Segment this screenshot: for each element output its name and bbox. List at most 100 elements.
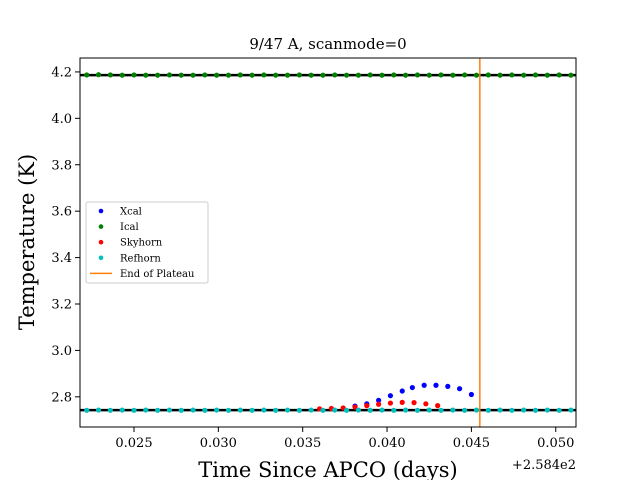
point-series-1-20 xyxy=(320,72,326,78)
point-series-0-8 xyxy=(445,383,451,389)
point-series-3-26 xyxy=(391,407,397,413)
y-tick-label-1: 3.0 xyxy=(51,344,72,359)
point-series-1-24 xyxy=(367,72,373,78)
point-series-3-4 xyxy=(131,407,137,413)
y-tick-label-7: 4.2 xyxy=(51,65,72,80)
x-tick-label-1: 0.030 xyxy=(200,436,237,451)
y-axis-label: Temperature (K) xyxy=(15,154,39,330)
point-series-3-10 xyxy=(202,407,208,413)
point-series-1-23 xyxy=(355,72,361,78)
legend-marker-1 xyxy=(98,224,104,229)
point-series-3-1 xyxy=(95,407,102,413)
point-series-1-14 xyxy=(249,72,255,78)
x-tick-label-2: 0.035 xyxy=(284,436,321,451)
x-axis-ticks: 0.025 0.030 0.035 0.040 0.045 0.050 xyxy=(115,427,574,451)
point-series-3-5 xyxy=(143,407,149,413)
point-series-1-13 xyxy=(237,72,243,78)
point-series-1-11 xyxy=(214,72,220,78)
point-series-1-3 xyxy=(119,72,125,78)
point-series-1-0 xyxy=(84,72,90,78)
point-series-1-19 xyxy=(308,72,314,78)
point-series-0-5 xyxy=(409,384,415,391)
point-series-1-33 xyxy=(473,72,480,78)
y-axis-ticks: 2.8 3.0 3.2 3.4 3.6 3.8 4.0 4.2 xyxy=(51,65,80,405)
point-series-3-28 xyxy=(414,407,421,413)
baselines xyxy=(80,73,576,412)
point-series-1-30 xyxy=(438,72,444,78)
point-series-3-31 xyxy=(450,407,456,413)
legend-label-0: Xcal xyxy=(120,207,142,218)
x-axis-label: Time Since APCO (days) xyxy=(198,458,457,480)
point-series-3-29 xyxy=(426,407,432,413)
point-series-0-4 xyxy=(399,388,405,394)
point-series-0-6 xyxy=(421,382,427,388)
point-series-3-2 xyxy=(107,407,113,413)
point-series-3-14 xyxy=(249,407,255,413)
legend: Xcal Ical Skyhorn Refhorn End of Plateau xyxy=(85,201,209,284)
point-series-3-12 xyxy=(225,407,232,413)
point-series-1-37 xyxy=(521,72,527,78)
point-series-1-36 xyxy=(509,72,515,78)
point-series-1-15 xyxy=(261,72,267,78)
point-series-3-18 xyxy=(296,407,302,413)
point-series-2-10 xyxy=(435,403,441,409)
point-series-1-32 xyxy=(462,72,468,78)
chart-title: 9/47 A, scanmode=0 xyxy=(249,35,406,53)
point-series-1-35 xyxy=(497,72,503,78)
point-series-1-1 xyxy=(95,72,102,78)
point-series-1-34 xyxy=(485,72,491,78)
point-series-1-9 xyxy=(190,72,196,78)
point-series-2-3 xyxy=(352,404,358,410)
point-series-3-22 xyxy=(343,407,350,413)
point-series-3-30 xyxy=(438,407,444,413)
point-series-1-8 xyxy=(178,72,184,78)
x-tick-label-0: 0.025 xyxy=(115,436,152,451)
point-series-3-9 xyxy=(190,407,196,413)
point-series-3-34 xyxy=(485,407,491,413)
point-series-3-0 xyxy=(84,407,90,413)
y-tick-label-3: 3.4 xyxy=(51,251,72,266)
point-series-3-13 xyxy=(237,407,243,413)
point-series-2-4 xyxy=(364,403,370,409)
legend-label-4: End of Plateau xyxy=(120,269,195,280)
legend-label-3: Refhorn xyxy=(120,253,161,264)
point-series-1-17 xyxy=(284,72,291,78)
point-series-1-39 xyxy=(544,72,550,78)
y-tick-label-0: 2.8 xyxy=(51,390,72,405)
point-series-3-16 xyxy=(273,407,279,413)
point-series-3-6 xyxy=(155,407,161,413)
point-series-2-6 xyxy=(387,400,394,406)
point-series-3-7 xyxy=(166,407,173,413)
point-series-3-15 xyxy=(261,407,267,413)
point-series-2-7 xyxy=(399,399,405,405)
point-series-3-25 xyxy=(379,407,385,413)
y-tick-label-4: 3.6 xyxy=(51,205,72,220)
point-series-3-38 xyxy=(532,407,539,413)
y-tick-label-6: 4.0 xyxy=(51,112,72,127)
point-series-1-10 xyxy=(202,72,208,78)
point-series-1-12 xyxy=(225,72,232,78)
point-series-3-36 xyxy=(509,407,515,413)
data-points xyxy=(84,72,574,413)
point-series-1-31 xyxy=(450,72,456,78)
legend-marker-3 xyxy=(98,255,104,261)
point-series-1-5 xyxy=(143,72,149,78)
point-series-2-9 xyxy=(423,401,429,407)
point-series-1-6 xyxy=(155,72,161,78)
point-series-3-19 xyxy=(308,407,314,413)
point-series-1-21 xyxy=(332,72,338,78)
legend-label-1: Ical xyxy=(120,222,139,233)
point-series-1-22 xyxy=(343,72,350,78)
point-series-1-16 xyxy=(273,72,279,78)
point-series-1-7 xyxy=(166,72,173,78)
point-series-3-21 xyxy=(332,407,338,413)
point-series-0-9 xyxy=(456,386,463,392)
point-series-3-41 xyxy=(568,407,574,413)
point-series-1-40 xyxy=(556,72,562,78)
point-series-3-23 xyxy=(355,407,361,413)
y-tick-label-2: 3.2 xyxy=(51,298,72,313)
x-offset-label: +2.584e2 xyxy=(512,458,576,473)
x-tick-label-3: 0.040 xyxy=(368,436,405,451)
legend-label-2: Skyhorn xyxy=(120,238,163,249)
